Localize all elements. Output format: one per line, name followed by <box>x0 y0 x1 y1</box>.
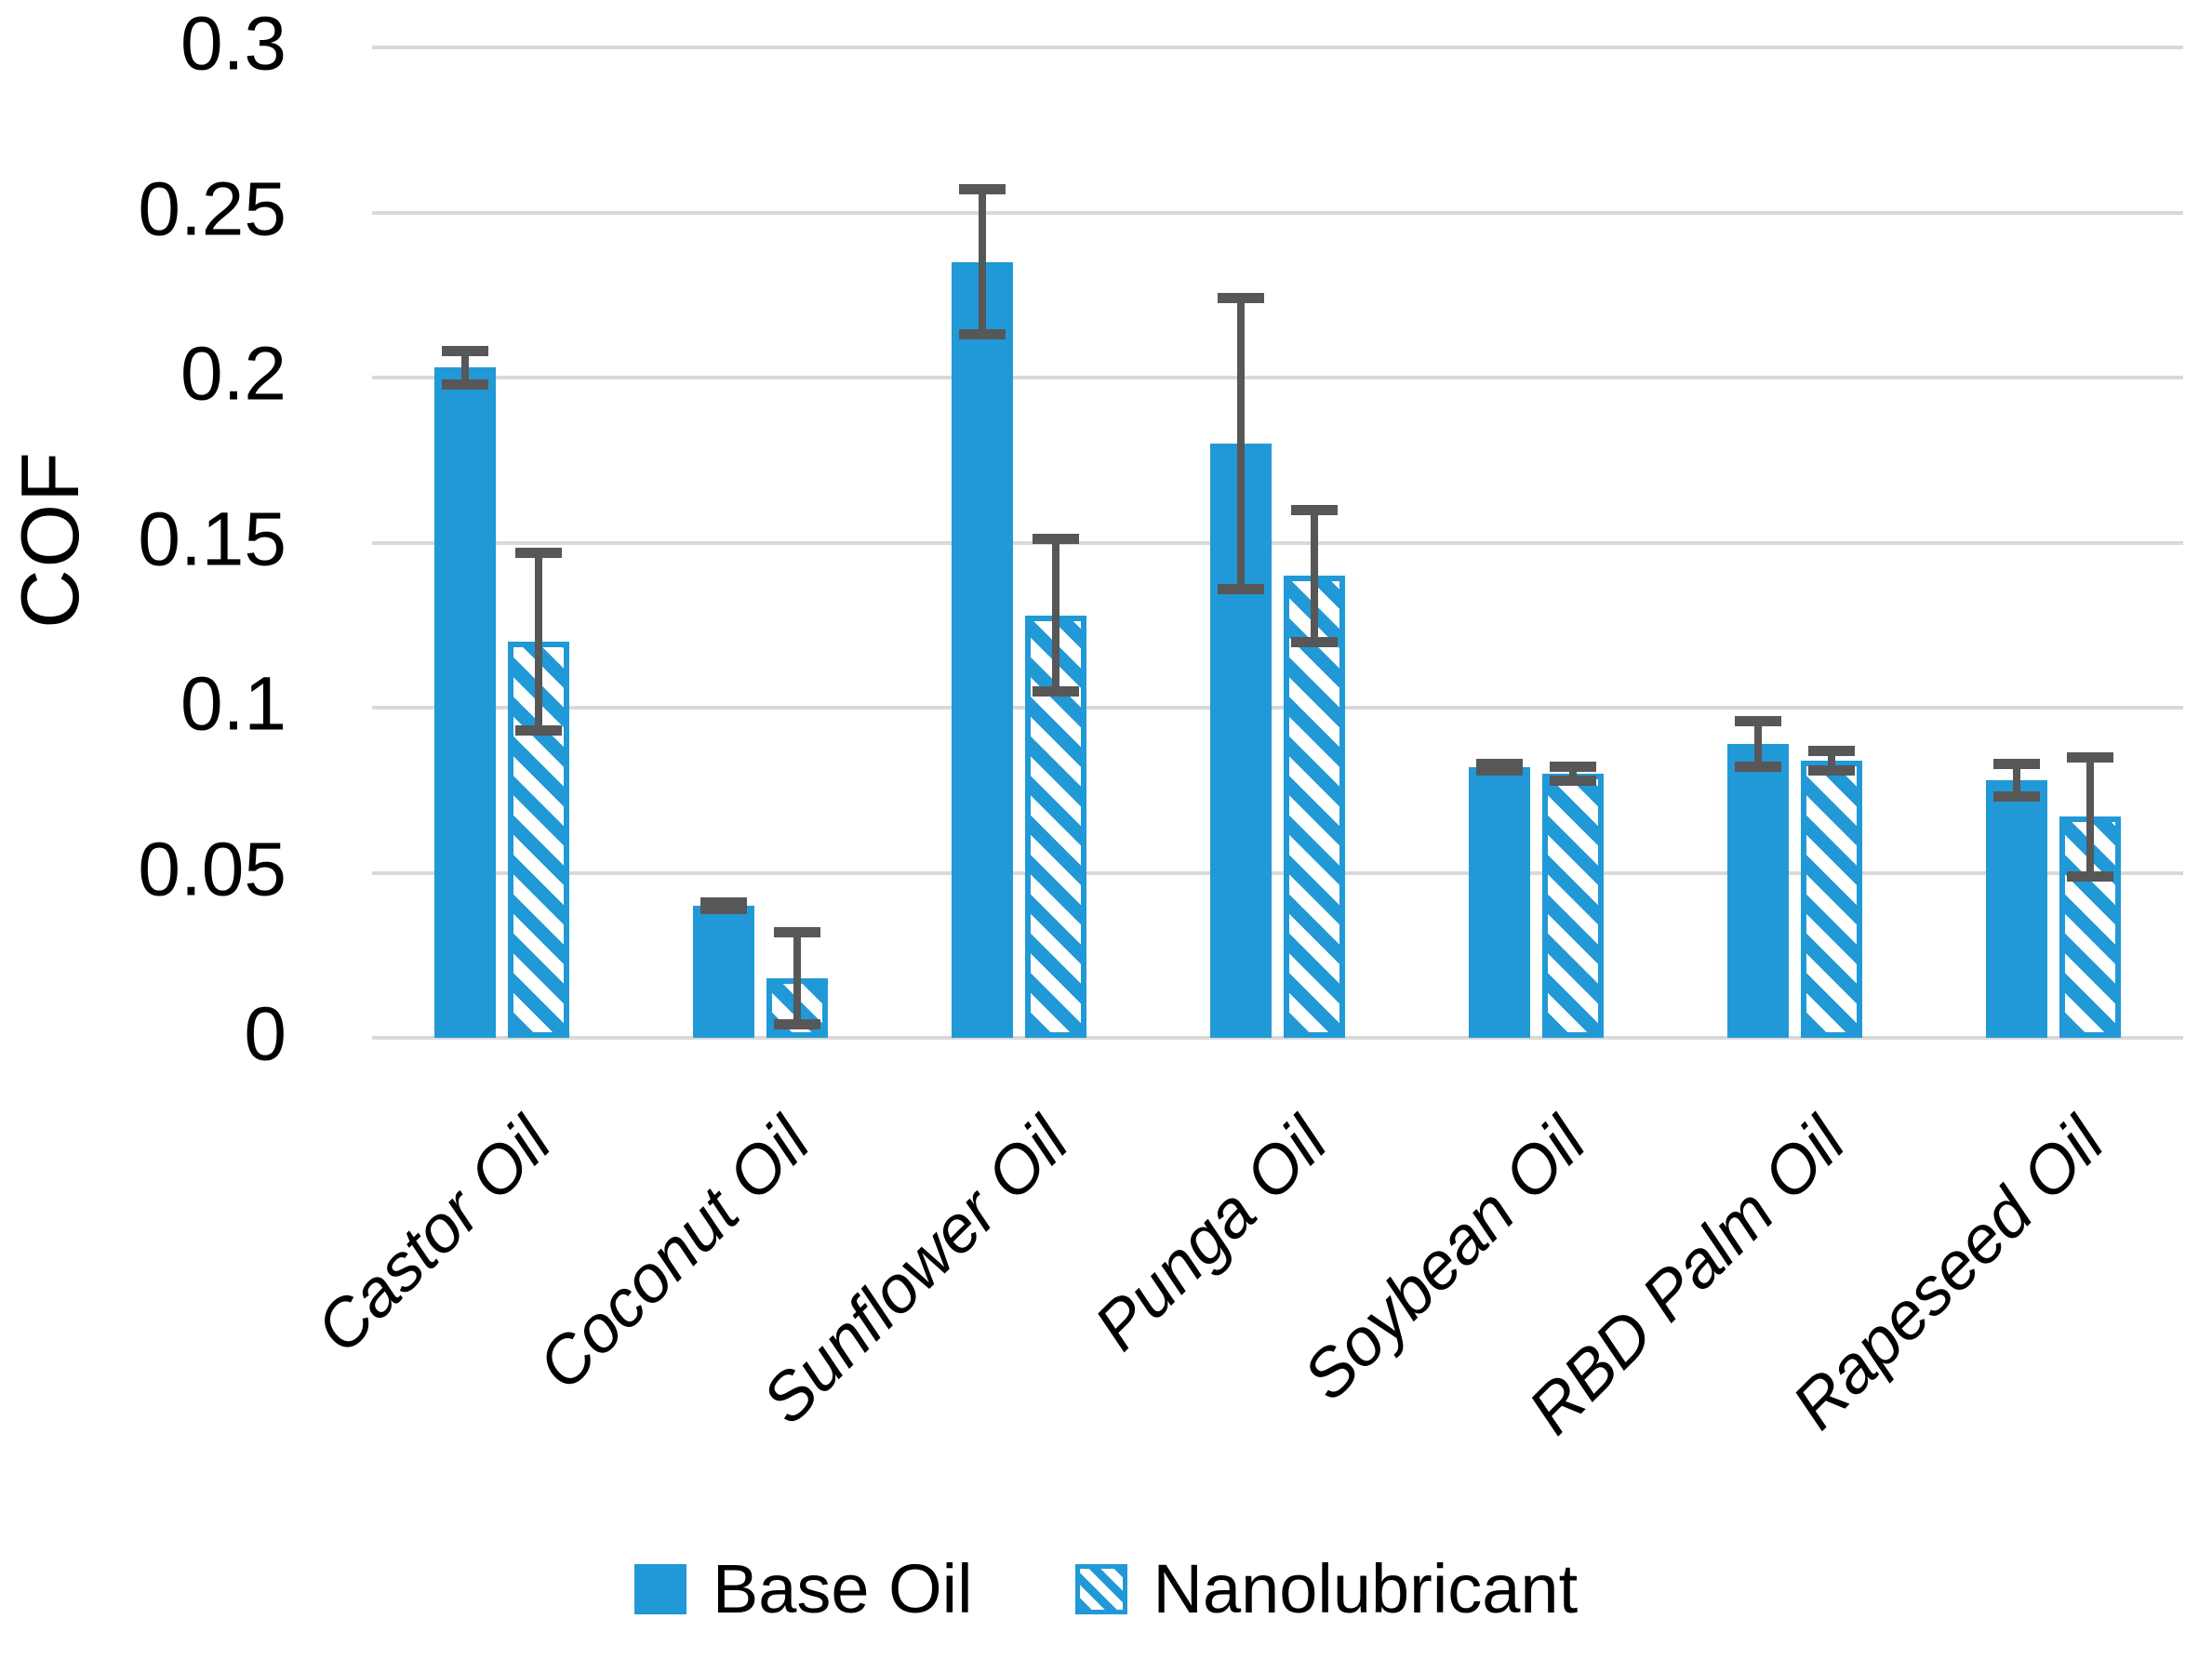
error-bar-bottom-cap <box>1032 685 1079 697</box>
y-tick-label: 0.15 <box>138 497 286 582</box>
error-bar-bottom-cap <box>1735 762 1782 773</box>
error-bar-top-cap <box>1808 745 1856 756</box>
bar-base-oil <box>1727 744 1790 1038</box>
error-bar-line <box>978 189 986 335</box>
y-tick-label: 0 <box>244 991 286 1077</box>
error-bar-bottom-cap <box>1291 636 1338 647</box>
y-axis-title: COF <box>4 450 96 629</box>
error-bar-top-cap <box>958 184 1006 195</box>
y-tick-label: 0.3 <box>180 1 286 86</box>
error-bar-bottom-cap <box>1218 583 1264 594</box>
x-axis-label: Castor Oil <box>301 1104 566 1368</box>
error-bar-top-cap <box>1032 534 1079 545</box>
gridline <box>372 46 2183 49</box>
error-bar-bottom-cap <box>441 378 488 390</box>
bar-nanolubricant <box>1284 576 1345 1038</box>
legend-swatch-base-oil <box>633 1564 686 1614</box>
error-bar-line <box>2086 757 2095 877</box>
legend-item-nanolubricant: Nanolubricant <box>1074 1550 1579 1627</box>
legend-label-base-oil: Base Oil <box>712 1550 973 1627</box>
bar-base-oil <box>433 367 496 1038</box>
gridline <box>372 870 2183 875</box>
error-bar-line <box>534 552 542 731</box>
legend-swatch-nanolubricant <box>1074 1564 1127 1614</box>
error-bar-top-cap <box>1993 758 2041 769</box>
gridline <box>372 1036 2183 1040</box>
error-bar-bottom-cap <box>1993 791 2041 803</box>
error-bar-line <box>1754 721 1763 767</box>
error-bar-top-cap <box>1218 293 1264 304</box>
error-bar-top-cap <box>773 926 820 937</box>
gridline <box>372 706 2183 710</box>
error-bar-top-cap <box>441 346 488 357</box>
bar-nanolubricant <box>1542 774 1605 1038</box>
bar-nanolubricant <box>1801 760 1863 1038</box>
error-bar-top-cap <box>1735 715 1782 726</box>
error-bar-bottom-cap <box>700 904 747 915</box>
bar-base-oil <box>1469 766 1531 1038</box>
x-axis-label: Punga Oil <box>1081 1104 1342 1365</box>
y-tick-label: 0.2 <box>180 331 286 417</box>
bar-base-oil <box>692 906 754 1038</box>
legend: Base Oil Nanolubricant <box>0 1555 2212 1624</box>
error-bar-line <box>1569 766 1578 781</box>
error-bar-line <box>1828 750 1836 771</box>
error-bar-line <box>2013 763 2021 797</box>
bar-base-oil <box>951 261 1013 1038</box>
bar-base-oil <box>1986 780 2048 1038</box>
error-bar-bottom-cap <box>514 725 562 737</box>
error-bar-top-cap <box>700 896 747 908</box>
error-bar-line <box>1051 538 1059 692</box>
y-tick-label: 0.05 <box>138 827 286 912</box>
error-bar-bottom-cap <box>2067 870 2114 882</box>
gridline <box>372 376 2183 379</box>
error-bar-bottom-cap <box>773 1019 820 1030</box>
gridline <box>372 540 2183 545</box>
error-bar-top-cap <box>1476 758 1524 769</box>
error-bar-top-cap <box>1291 504 1338 515</box>
error-bar-bottom-cap <box>1808 764 1856 776</box>
error-bar-bottom-cap <box>1550 775 1597 786</box>
legend-label-nanolubricant: Nanolubricant <box>1153 1550 1579 1627</box>
error-bar-line <box>793 932 801 1025</box>
y-tick-label: 0.1 <box>180 661 286 747</box>
error-bar-bottom-cap <box>1476 764 1524 776</box>
error-bar-line <box>460 351 469 385</box>
gridline <box>372 210 2183 215</box>
y-tick-label: 0.25 <box>138 166 286 252</box>
error-bar-line <box>1237 298 1245 590</box>
error-bar-top-cap <box>514 547 562 558</box>
error-bar-top-cap <box>1550 762 1597 773</box>
error-bar-line <box>1311 510 1318 642</box>
error-bar-top-cap <box>2067 751 2114 763</box>
error-bar-bottom-cap <box>958 329 1006 340</box>
legend-item-base-oil: Base Oil <box>633 1550 973 1627</box>
